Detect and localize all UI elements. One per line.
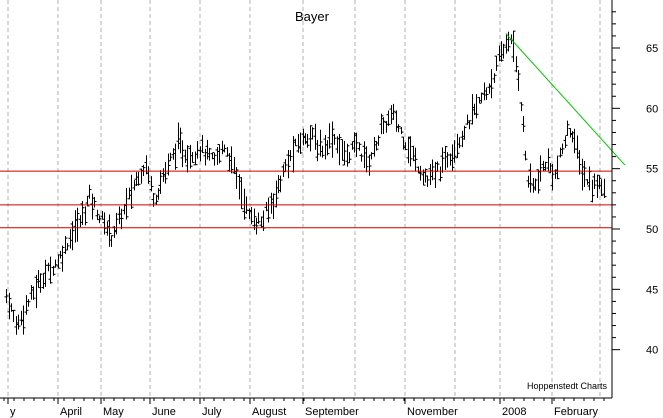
y-tick-label: 40 xyxy=(646,345,658,357)
y-tick-label: 60 xyxy=(646,103,658,115)
trendline xyxy=(505,33,626,166)
x-tick-label: April xyxy=(60,406,82,418)
x-tick-label: September xyxy=(305,406,359,418)
x-tick-label: November xyxy=(407,406,458,418)
grid-lines xyxy=(7,0,601,398)
y-tick-label: 45 xyxy=(646,284,658,296)
y-tick-label: 50 xyxy=(646,224,658,236)
y-tick-label: 55 xyxy=(646,164,658,176)
trendline-group xyxy=(505,33,626,166)
x-tick-label: July xyxy=(202,406,222,418)
price-bars xyxy=(4,30,607,335)
chart-title: Bayer xyxy=(295,9,330,24)
x-tick-label: August xyxy=(252,406,286,418)
source-note: Hoppenstedt Charts xyxy=(527,381,608,391)
x-tick-label: June xyxy=(152,406,176,418)
horizontal-levels xyxy=(0,170,612,229)
x-tick-label: 2008 xyxy=(502,406,526,418)
x-tick-label: y xyxy=(10,406,16,418)
x-tick-label: February xyxy=(554,406,599,418)
y-tick-label: 65 xyxy=(646,43,658,55)
x-tick-label: May xyxy=(103,406,124,418)
